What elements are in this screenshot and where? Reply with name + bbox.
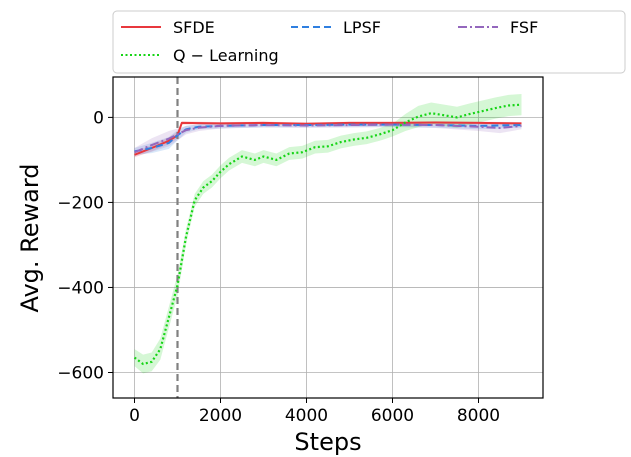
legend-label-0: SFDE [173, 18, 215, 37]
series-band-3 [134, 94, 522, 374]
y-tick-label: −600 [57, 363, 104, 383]
x-axis-ticks: 0 2000 4000 6000 8000 [129, 398, 500, 426]
x-tick-label: 8000 [457, 406, 500, 426]
y-tick-label: −200 [57, 193, 104, 213]
series-line-2 [134, 123, 522, 154]
x-tick-label: 4000 [285, 406, 328, 426]
series-line-0 [134, 121, 522, 156]
plot-area [112, 76, 544, 399]
x-tick-label: 2000 [199, 406, 242, 426]
legend: SFDE LPSF FSF Q − Learning [112, 10, 626, 74]
legend-label-2: FSF [510, 18, 538, 37]
grid [113, 77, 543, 398]
x-tick-label: 6000 [371, 406, 414, 426]
y-tick-label: −400 [57, 278, 104, 298]
series-lines [133, 103, 522, 366]
series-line-1 [134, 123, 522, 153]
legend-label-1: LPSF [343, 18, 381, 37]
plot-frame [112, 76, 544, 399]
y-axis-label: Avg. Reward [16, 163, 44, 312]
y-tick-label: 0 [93, 108, 104, 128]
confidence-bands [134, 94, 522, 374]
y-axis-ticks: 0 −200 −400 −600 [57, 108, 113, 383]
x-tick-label: 0 [129, 406, 140, 426]
x-axis-label: Steps [294, 428, 361, 456]
legend-label-3: Q − Learning [173, 46, 279, 65]
series-line-3 [133, 103, 522, 366]
